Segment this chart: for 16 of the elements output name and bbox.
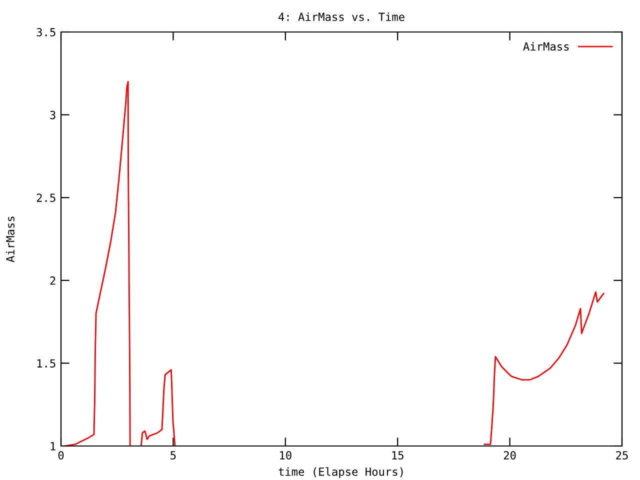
x-tick-label: 5 — [170, 451, 176, 460]
y-tick-label: 2.5 — [36, 194, 56, 202]
x-tick-label: 0 — [58, 451, 64, 460]
y-tick-label: 1.5 — [37, 359, 56, 368]
x-tick-label: 15 — [392, 451, 404, 460]
y-tick-label: 3.5 — [36, 28, 56, 36]
y-axis-title: AirMass — [6, 216, 14, 262]
y-tick-label: 1 — [50, 442, 56, 450]
chart-title: 4: AirMass vs. Time — [278, 12, 404, 22]
x-tick-label: 20 — [504, 451, 516, 460]
y-tick-label: 3 — [50, 110, 56, 120]
legend-label: AirMass — [523, 42, 569, 51]
x-tick-label: 10 — [280, 451, 292, 460]
x-axis-title: time (Elapse Hours) — [278, 467, 403, 478]
x-tick-label: 25 — [616, 451, 628, 460]
y-tick-label: 2 — [50, 276, 56, 285]
